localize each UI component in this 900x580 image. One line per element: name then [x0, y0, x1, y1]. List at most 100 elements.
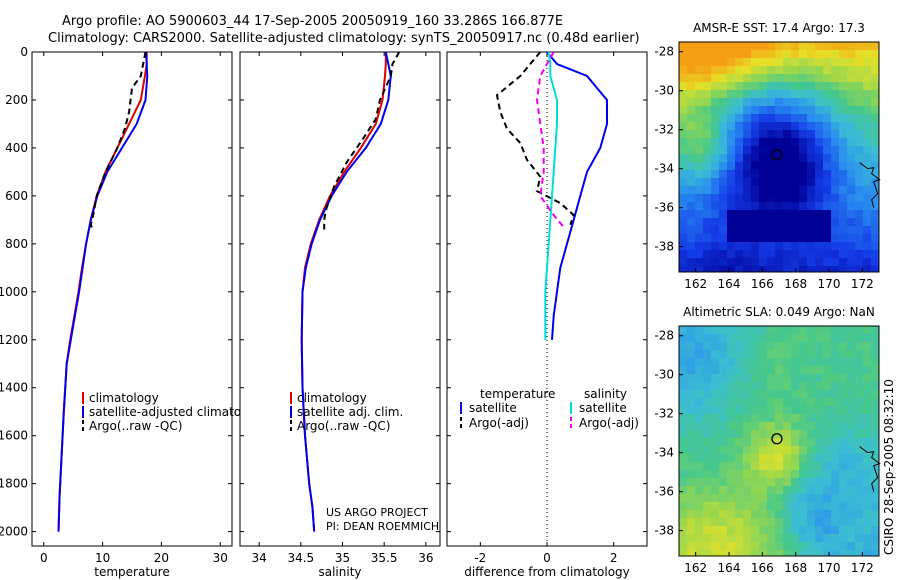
map-cell [703, 122, 711, 130]
map-cell [847, 526, 855, 534]
map-cell [863, 326, 871, 334]
map-cell [767, 398, 775, 406]
map-cell [743, 326, 751, 334]
map-cell [743, 258, 751, 266]
map-cell [751, 218, 759, 226]
map-cell [687, 406, 695, 414]
plot-frame [239, 51, 441, 547]
map-cell [767, 194, 775, 202]
map-cell [783, 242, 791, 250]
map-cell [807, 486, 815, 494]
map-cell [783, 438, 791, 446]
map-cell [751, 194, 759, 202]
map-cell [767, 510, 775, 518]
map-cell [719, 146, 727, 154]
map-cell [847, 550, 855, 556]
map-cell [751, 130, 759, 138]
map-cell [735, 98, 743, 106]
map-cell [831, 518, 839, 526]
map-cell [735, 502, 743, 510]
map-cell [751, 382, 759, 390]
map-cell [815, 98, 823, 106]
map-cell [863, 106, 871, 114]
map-cell [719, 342, 727, 350]
map-cell [783, 82, 791, 90]
map-cell [751, 58, 759, 66]
map-cell [847, 438, 855, 446]
map-cell [823, 446, 831, 454]
map-cell [791, 534, 799, 542]
map-cell [759, 550, 767, 556]
map-cell [751, 542, 759, 550]
map-cell [719, 218, 727, 226]
map-cell [783, 414, 791, 422]
map-cell [839, 250, 847, 258]
map-cell [847, 502, 855, 510]
map-cell [727, 366, 735, 374]
map-cell [839, 518, 847, 526]
map-cell [791, 358, 799, 366]
map-cell [815, 438, 823, 446]
map-cell [727, 382, 735, 390]
map-cell [775, 218, 783, 226]
map-cell [863, 374, 871, 382]
map-cell [679, 210, 687, 218]
map-cell [863, 194, 871, 202]
map-cell [799, 534, 807, 542]
map-cell [855, 534, 863, 542]
y-tick-label: -28 [654, 45, 674, 59]
map-cell [807, 366, 815, 374]
map-cell [727, 234, 735, 242]
map-cell [815, 250, 823, 258]
map-cell [815, 66, 823, 74]
map-cell [831, 202, 839, 210]
map-cell [831, 542, 839, 550]
map-cell [823, 98, 831, 106]
map-cell [871, 82, 879, 90]
map-cell [735, 106, 743, 114]
map-cell [855, 406, 863, 414]
map-cell [751, 258, 759, 266]
map-cell [823, 526, 831, 534]
legend-label: Argo(..raw -QC) [89, 419, 182, 433]
map-cell [847, 454, 855, 462]
map-cell [847, 542, 855, 550]
map-cell [871, 114, 879, 122]
map-cell [767, 90, 775, 98]
map-cell [735, 194, 743, 202]
map-cell [831, 502, 839, 510]
map-cell [727, 518, 735, 526]
map-cell [695, 494, 703, 502]
map-cell [751, 226, 759, 234]
map-cell [679, 486, 687, 494]
map-cell [815, 454, 823, 462]
y-tick-label: -34 [654, 162, 674, 176]
map-cell [727, 414, 735, 422]
map-cell [783, 486, 791, 494]
map-cell [839, 266, 847, 272]
map-cell [863, 50, 871, 58]
map-cell [695, 194, 703, 202]
map-cell [815, 342, 823, 350]
y-tick-label: -38 [654, 524, 674, 538]
map-cell [871, 154, 879, 162]
map-cell [823, 266, 831, 272]
map-cell [695, 82, 703, 90]
map-cell [839, 390, 847, 398]
map-cell [759, 122, 767, 130]
map-cell [831, 186, 839, 194]
map-cell [831, 374, 839, 382]
map-cell [775, 550, 783, 556]
map-cell [783, 186, 791, 194]
map-cell [831, 42, 839, 50]
map-cell [855, 510, 863, 518]
map-cell [735, 470, 743, 478]
map-cell [679, 74, 687, 82]
map-cell [719, 446, 727, 454]
map-cell [711, 534, 719, 542]
map-cell [815, 406, 823, 414]
map-cell [759, 202, 767, 210]
map-cell [871, 510, 879, 518]
map-cell [799, 382, 807, 390]
map-cell [719, 502, 727, 510]
